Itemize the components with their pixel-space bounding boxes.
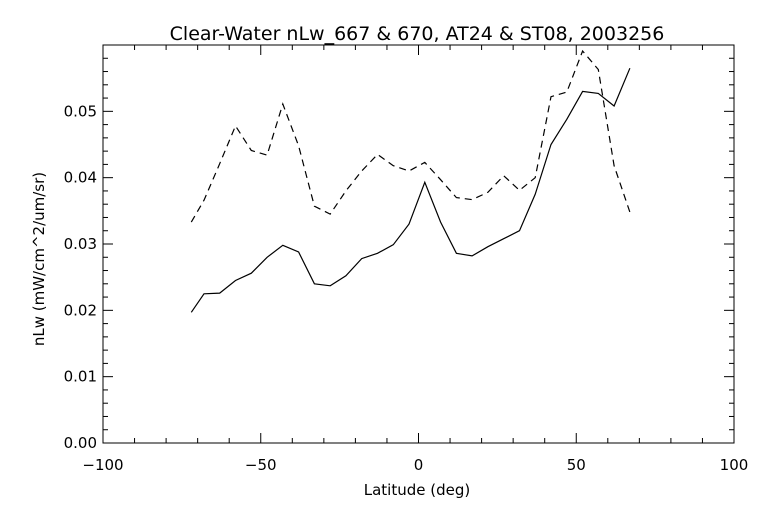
x-axis-title: Latitude (deg): [364, 481, 470, 499]
y-tick-label: 0.04: [64, 169, 97, 187]
x-tick-label: 100: [720, 456, 749, 474]
y-tick-label: 0.02: [64, 301, 97, 319]
plot-frame: [102, 44, 735, 444]
series-line-dashed: [190, 49, 631, 223]
chart-title: Clear-Water nLw_667 & 670, AT24 & ST08, …: [170, 23, 665, 45]
x-tick-label: −50: [245, 456, 277, 474]
y-tick-label: 0.00: [64, 434, 97, 452]
y-axis-title: nLw (mW/cm^2/um/sr): [30, 172, 48, 346]
y-tick-label: 0.03: [64, 235, 97, 253]
x-tick-label: 50: [567, 456, 586, 474]
y-tick-label: 0.01: [64, 368, 97, 386]
series-line-solid: [190, 67, 631, 313]
x-tick-label: −100: [82, 456, 123, 474]
x-tick-label: 0: [414, 456, 424, 474]
y-tick-label: 0.05: [64, 102, 97, 120]
